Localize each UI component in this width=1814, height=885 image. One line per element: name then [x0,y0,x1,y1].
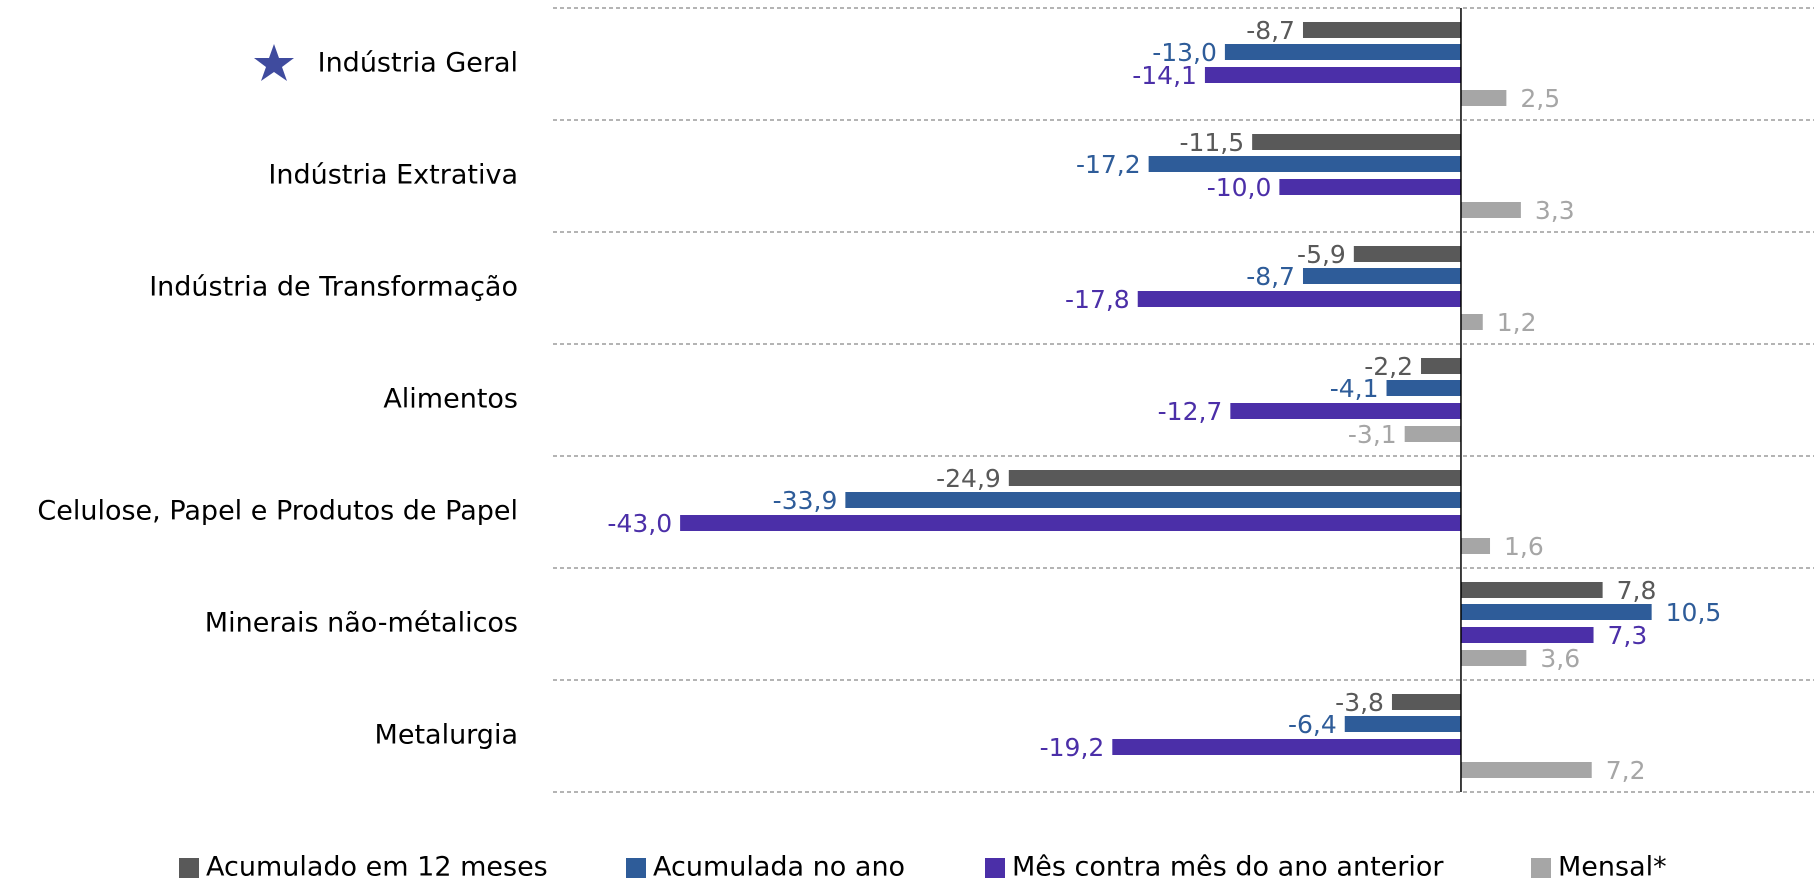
legend-label: Acumulado em 12 meses [206,852,548,883]
value-label: -8,7 [1246,262,1295,291]
value-label: 3,3 [1535,196,1575,225]
category-label: Metalurgia [375,720,518,751]
value-label: -3,1 [1348,420,1397,449]
star-icon [254,44,294,81]
legend-swatch [626,858,646,878]
value-label: -8,7 [1246,16,1295,45]
bar [1386,380,1461,396]
value-label: -14,1 [1132,61,1197,90]
bar [1460,538,1491,554]
bar [1224,44,1461,60]
value-label: -19,2 [1040,733,1105,762]
value-label: 2,5 [1520,84,1560,113]
category-label: Minerais não-métalicos [205,608,518,639]
value-label: 1,2 [1497,308,1537,337]
legend-label: Mensal* [1558,852,1667,883]
value-label: -5,9 [1297,240,1346,269]
bar [1460,627,1594,643]
bar [1252,134,1461,150]
value-label: -17,8 [1065,285,1130,314]
bar [1353,246,1461,262]
value-label: -13,0 [1152,38,1217,67]
legend-swatch [1531,858,1551,878]
category-label: Alimentos [383,384,518,415]
bar [1148,156,1461,172]
bar [1230,403,1461,419]
bar [1460,314,1483,330]
value-label: -33,9 [773,486,838,515]
value-label: -43,0 [607,509,672,538]
bar [1404,426,1461,442]
value-label: -17,2 [1076,150,1141,179]
legend-swatch [985,858,1005,878]
bar [1460,650,1527,666]
bar [1460,762,1592,778]
bar [680,515,1461,531]
bar [1460,604,1652,620]
category-label: Celulose, Papel e Produtos de Papel [37,496,518,527]
legend-label: Acumulada no ano [653,852,905,883]
bar [1137,291,1461,307]
legend-label: Mês contra mês do ano anterior [1012,852,1444,883]
value-label: 10,5 [1666,598,1722,627]
value-label: -12,7 [1158,397,1223,426]
bar [1344,716,1461,732]
value-label: 7,2 [1606,756,1646,785]
value-label: 7,8 [1617,576,1657,605]
category-label: Indústria de Transformação [149,272,518,303]
bar [1460,90,1507,106]
bar [1302,22,1461,38]
legend-swatch [179,858,199,878]
value-label: 1,6 [1504,532,1544,561]
value-label: -3,8 [1335,688,1384,717]
bar [1391,694,1461,710]
value-label: -24,9 [936,464,1001,493]
bar [1302,268,1461,284]
bar [1460,202,1521,218]
value-label: -2,2 [1364,352,1413,381]
category-label: Indústria Extrativa [268,160,518,191]
bar [1008,470,1461,486]
value-label: -4,1 [1330,374,1379,403]
bar [1279,179,1461,195]
value-label: -6,4 [1288,710,1337,739]
value-label: -10,0 [1207,173,1272,202]
value-label: 7,3 [1608,621,1648,650]
bar [1204,67,1461,83]
bar [1460,582,1603,598]
bar [1112,739,1461,755]
value-label: 3,6 [1540,644,1580,673]
category-label: Indústria Geral [318,48,518,79]
bar [1421,358,1461,374]
bar [845,492,1461,508]
value-label: -11,5 [1179,128,1244,157]
